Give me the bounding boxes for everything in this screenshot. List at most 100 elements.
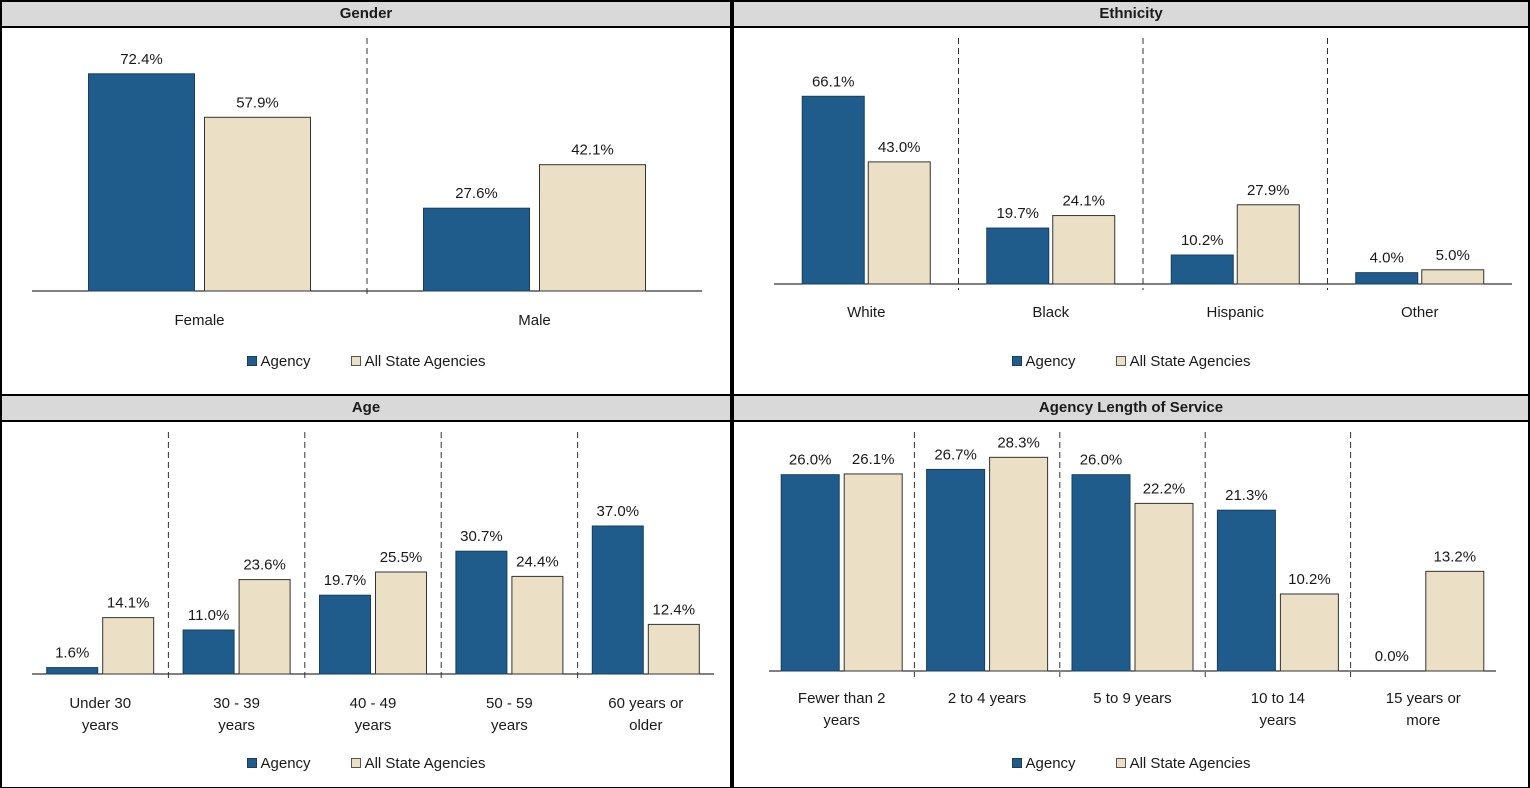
legend-swatch-agency (246, 758, 257, 768)
gender-legend: Agency All State Agencies (2, 349, 730, 373)
legend-swatch-all-state-agencies (350, 356, 361, 366)
bar-all-state-agencies-male (539, 164, 646, 292)
data-label-all-state-agencies-2-to-4-years: 28.3% (997, 434, 1040, 451)
data-label-all-state-agencies-40-49-years: 25.5% (380, 549, 423, 566)
legend-swatch-all-state-agencies (350, 758, 361, 768)
legend-swatch-all-state-agencies (1115, 758, 1126, 768)
legend-item-agency: Agency (246, 754, 311, 772)
gender-panel: Gender 72.4% 57.9% Female 27.6% 42.1% Male Ag… (0, 0, 732, 396)
data-label-agency-under-30-years: 1.6% (55, 645, 89, 662)
bar-all-state-agencies-other (1421, 269, 1485, 285)
legend-swatch-agency (1011, 758, 1022, 768)
data-label-all-state-agencies-under-30-years: 14.1% (107, 595, 150, 612)
age-panel: Age 1.6% 14.1% Under 30 years 11.0% 23.6% 30 -… (0, 394, 732, 788)
legend-swatch-agency (1011, 356, 1022, 366)
bar-agency-male (423, 207, 530, 292)
bar-agency-hispanic (1170, 254, 1234, 285)
age-chart: 1.6% 14.1% Under 30 years 11.0% 23.6% 30 - 39 y… (32, 432, 714, 734)
bar-agency-under-30-years (46, 667, 99, 675)
legend-label-agency: Agency (1025, 352, 1076, 370)
data-label-agency-60-years-or-older: 37.0% (597, 503, 640, 520)
legend-item-all-state-agencies: All State Agencies (1115, 353, 1250, 370)
data-label-all-state-agencies-female: 57.9% (236, 94, 279, 111)
legend-swatch-agency (246, 356, 257, 366)
bar-all-state-agencies-white (867, 161, 931, 285)
legend-label-agency: Agency (260, 754, 311, 772)
data-label-all-state-agencies-5-to-9-years: 22.2% (1143, 480, 1186, 497)
bar-agency-other (1355, 272, 1419, 285)
data-label-agency-15-years-or-more: 0.0% (1375, 648, 1409, 665)
category-label-hispanic: Hispanic (1206, 304, 1264, 321)
category-label-female: Female (174, 312, 224, 329)
bar-agency-40-49-years (319, 594, 371, 675)
data-label-all-state-agencies-60-years-or-older: 12.4% (653, 601, 696, 618)
legend-item-agency: Agency (1011, 352, 1076, 370)
data-label-all-state-agencies-other: 5.0% (1436, 247, 1470, 264)
legend-label-agency: Agency (260, 352, 311, 370)
legend-item-agency: Agency (246, 352, 311, 370)
gender-chart: 72.4% 57.9% Female 27.6% 42.1% Male (32, 38, 702, 329)
data-label-agency-white: 66.1% (812, 73, 855, 90)
bar-all-state-agencies-50-59-years (511, 575, 564, 675)
ethnicity-legend: Agency All State Agencies (734, 349, 1528, 373)
bar-agency-60-years-or-older (591, 525, 644, 675)
length-of-service-chart: 26.0% 26.1% Fewer than 2 years 26.7% 28.3% 2 t… (769, 432, 1496, 729)
category-label-black: Black (1032, 304, 1069, 321)
category-label-under-30-years: Under 30 years (69, 695, 131, 734)
legend-item-all-state-agencies: All State Agencies (350, 352, 486, 370)
category-label-10-to-14-years: 10 to 14 years (1251, 690, 1305, 729)
bar-agency-female (88, 73, 195, 292)
data-label-all-state-agencies-hispanic: 27.9% (1247, 182, 1290, 199)
bar-agency-10-to-14-years (1216, 509, 1276, 672)
data-label-agency-40-49-years: 19.7% (324, 572, 367, 589)
legend-label-all-state-agencies: All State Agencies (1129, 754, 1251, 772)
data-label-agency-male: 27.6% (455, 185, 498, 202)
data-label-all-state-agencies-fewer-than-2-years: 26.1% (852, 451, 895, 468)
bar-all-state-agencies-fewer-than-2-years (843, 473, 903, 672)
data-label-agency-50-59-years: 30.7% (460, 528, 503, 545)
category-label-5-to-9-years: 5 to 9 years (1093, 690, 1171, 707)
legend-label-all-state-agencies: All State Agencies (364, 352, 486, 370)
category-label-60-years-or-older: 60 years or older (608, 695, 683, 734)
data-label-all-state-agencies-50-59-years: 24.4% (516, 553, 559, 570)
bar-agency-50-59-years (455, 550, 508, 675)
bar-all-state-agencies-30-39-years (238, 579, 291, 675)
length-of-service-panel: Agency Length of Service 26.0% 26.1% Fewer… (732, 394, 1530, 788)
data-label-agency-30-39-years: 11.0% (188, 607, 229, 624)
bar-agency-2-to-4-years (926, 468, 986, 672)
data-label-all-state-agencies-15-years-or-more: 13.2% (1434, 548, 1477, 565)
ethnicity-panel-title: Ethnicity (734, 0, 1528, 28)
bar-all-state-agencies-under-30-years (102, 617, 155, 675)
bar-all-state-agencies-5-to-9-years (1134, 502, 1194, 672)
category-label-fewer-than-2-years: Fewer than 2 years (798, 690, 886, 729)
legend-swatch-all-state-agencies (1115, 356, 1126, 366)
data-label-agency-10-to-14-years: 21.3% (1225, 487, 1268, 504)
bar-all-state-agencies-10-to-14-years (1279, 593, 1339, 672)
data-label-all-state-agencies-black: 24.1% (1062, 193, 1105, 210)
bar-all-state-agencies-hispanic (1236, 204, 1300, 285)
data-label-agency-5-to-9-years: 26.0% (1080, 452, 1123, 469)
data-label-all-state-agencies-male: 42.1% (571, 142, 614, 159)
bar-agency-fewer-than-2-years (780, 474, 840, 672)
age-legend: Agency All State Agencies (2, 751, 730, 775)
data-label-agency-hispanic: 10.2% (1181, 232, 1224, 249)
gender-panel-title: Gender (2, 0, 730, 28)
bar-agency-white (801, 95, 865, 285)
bar-all-state-agencies-female (204, 116, 311, 292)
data-label-agency-other: 4.0% (1370, 250, 1404, 267)
data-label-all-state-agencies-white: 43.0% (878, 139, 921, 156)
data-label-agency-female: 72.4% (120, 51, 163, 68)
bar-all-state-agencies-15-years-or-more (1425, 570, 1485, 672)
category-label-male: Male (518, 312, 551, 329)
age-panel-title: Age (2, 394, 730, 422)
legend-label-all-state-agencies: All State Agencies (364, 754, 486, 772)
category-label-other: Other (1401, 304, 1439, 321)
legend-label-agency: Agency (1025, 754, 1076, 772)
category-label-30-39-years: 30 - 39 years (213, 695, 260, 734)
bar-all-state-agencies-2-to-4-years (989, 456, 1049, 672)
category-label-15-years-or-more: 15 years or more (1386, 690, 1461, 729)
bar-all-state-agencies-40-49-years (375, 571, 427, 675)
length-of-service-panel-title: Agency Length of Service (734, 394, 1528, 422)
bar-agency-black (986, 227, 1050, 285)
